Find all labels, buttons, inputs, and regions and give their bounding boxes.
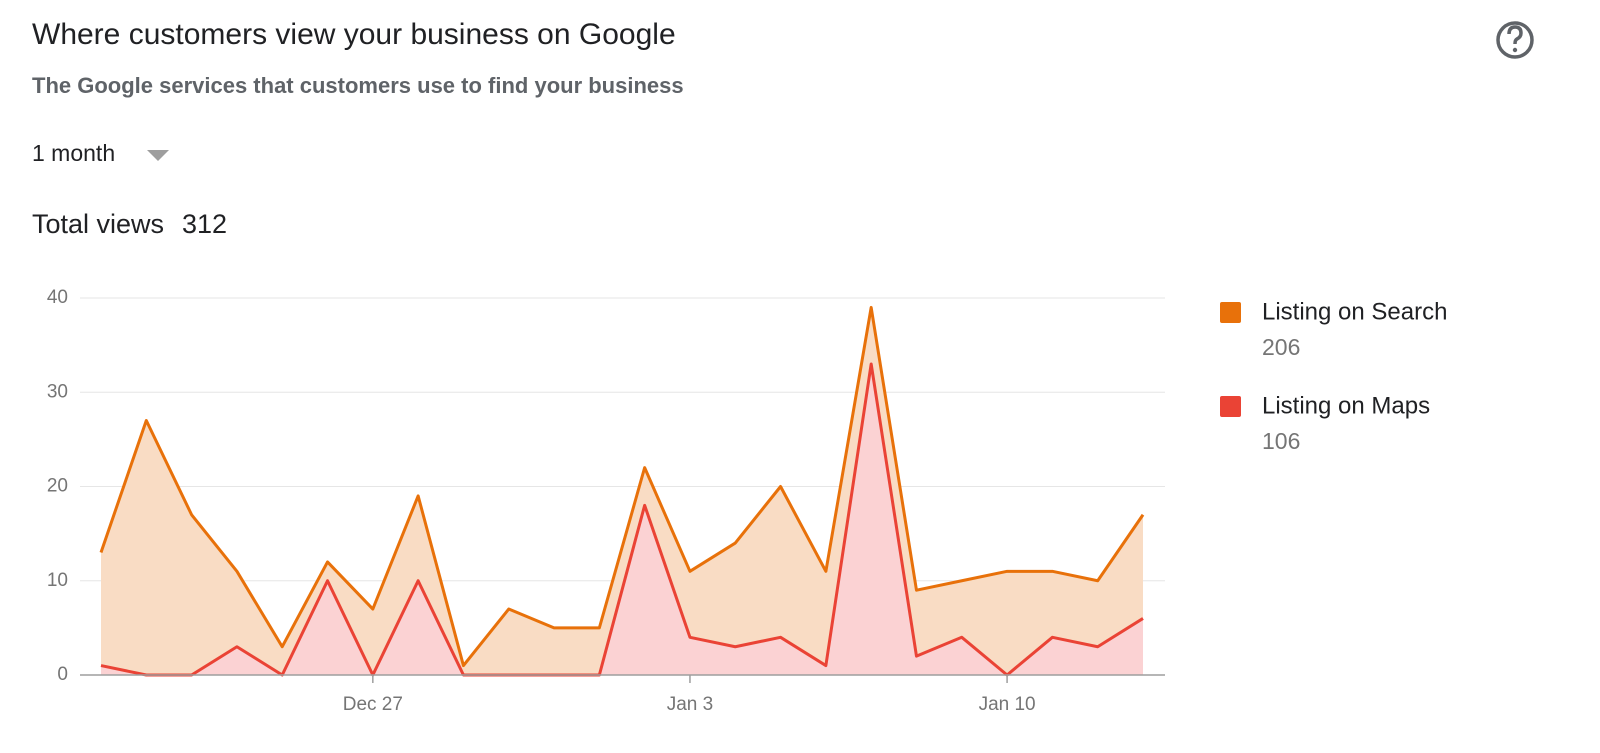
dropdown-arrow — [147, 150, 169, 161]
line — [99, 305, 1145, 668]
x-tick-label: Jan 10 — [979, 694, 1036, 715]
y-tick-label: 20 — [47, 476, 68, 497]
help-circle — [1496, 21, 1534, 59]
y-tick-label: 30 — [47, 381, 68, 402]
legend-swatch — [1220, 302, 1241, 323]
help-dot — [1512, 47, 1518, 53]
y-tick-label: 0 — [57, 664, 68, 685]
period: 1 month — [32, 140, 115, 166]
area — [101, 307, 1143, 675]
y-tick-label: 40 — [47, 287, 68, 308]
help-icon[interactable] — [1496, 21, 1534, 59]
total-value: 312 — [182, 209, 227, 239]
line — [100, 362, 1144, 677]
subtitle: The Google services that customers use t… — [32, 73, 684, 98]
help-glyph — [1507, 25, 1523, 45]
total-label: Total views — [32, 209, 164, 239]
x-tick-label: Dec 27 — [343, 694, 403, 715]
period-dropdown[interactable]: 1 month — [32, 140, 169, 166]
y-tick-label: 10 — [47, 570, 68, 591]
legend-label: Listing on Search — [1262, 298, 1447, 325]
legend-total: 106 — [1262, 428, 1300, 454]
legend-label: Listing on Maps — [1262, 392, 1430, 419]
legend-swatch — [1220, 396, 1241, 417]
title: Where customers view your business on Go… — [32, 18, 676, 51]
x-tick-label: Jan 3 — [667, 694, 713, 715]
legend-total: 206 — [1262, 334, 1300, 360]
